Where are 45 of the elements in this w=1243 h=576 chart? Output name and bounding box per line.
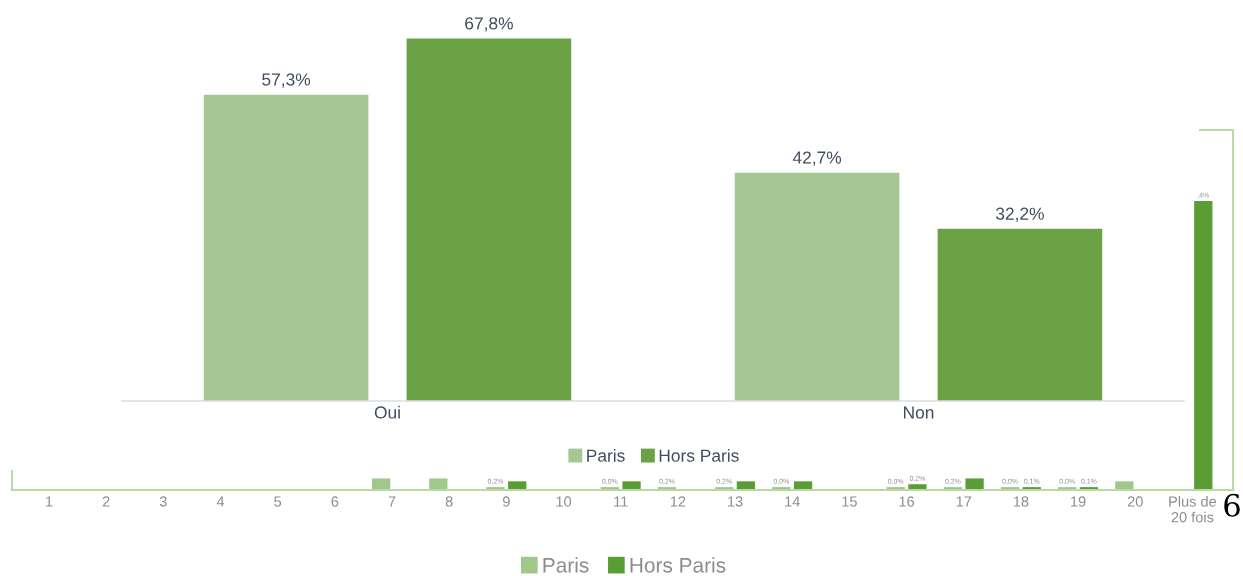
bar xyxy=(736,481,756,490)
bar xyxy=(508,481,527,490)
x-tick-label: 14 xyxy=(785,496,800,507)
bar xyxy=(372,478,391,490)
data-label: 67,8% xyxy=(465,17,513,32)
legend-label: Hors Paris xyxy=(659,449,739,462)
bar xyxy=(1115,481,1134,490)
bar xyxy=(203,94,369,401)
bar xyxy=(429,478,448,490)
bar xyxy=(406,38,572,401)
x-tick-label: 13 xyxy=(728,496,743,507)
x-tick-label: 7 xyxy=(388,496,396,507)
x-tick-label: 20 xyxy=(1127,496,1143,507)
x-tick-label: 4 xyxy=(216,496,225,507)
bar xyxy=(793,481,813,490)
data-label: 42,7% xyxy=(792,151,842,166)
x-tick-label: 19 xyxy=(1071,496,1086,507)
x-tick-label: 15 xyxy=(842,496,857,507)
x-tick-label: 10 xyxy=(556,496,572,507)
legend-label: Paris xyxy=(543,557,589,573)
data-label: 32,2% xyxy=(995,207,1044,222)
x-tick-label: 11 xyxy=(614,496,628,507)
x-tick-label: Oui xyxy=(374,405,400,419)
x-tick-label: 18 xyxy=(1013,496,1029,507)
x-tick-label: Plus de 20 fois xyxy=(1169,495,1217,523)
x-tick-label: 2 xyxy=(102,496,110,507)
x-tick-label: 6 xyxy=(331,496,339,507)
data-label: 57,3% xyxy=(262,73,311,88)
x-tick-label: 17 xyxy=(956,496,972,507)
bar xyxy=(1194,201,1213,490)
x-tick-label: 16 xyxy=(899,496,915,507)
x-tick-label: 3 xyxy=(159,496,167,507)
bar xyxy=(965,478,984,490)
x-tick-label: 1 xyxy=(46,496,53,507)
legend-label: Hors Paris xyxy=(630,557,726,573)
bar xyxy=(734,172,900,401)
legend-label: Paris xyxy=(587,449,625,462)
x-tick-label: 5 xyxy=(274,496,282,507)
x-tick-label: 9 xyxy=(502,496,510,507)
bar xyxy=(908,484,927,490)
bar xyxy=(937,228,1103,401)
x-tick-label: Non xyxy=(904,406,934,419)
x-tick-label: 8 xyxy=(445,496,453,507)
x-tick-label: 12 xyxy=(670,496,686,507)
bar xyxy=(622,481,641,490)
